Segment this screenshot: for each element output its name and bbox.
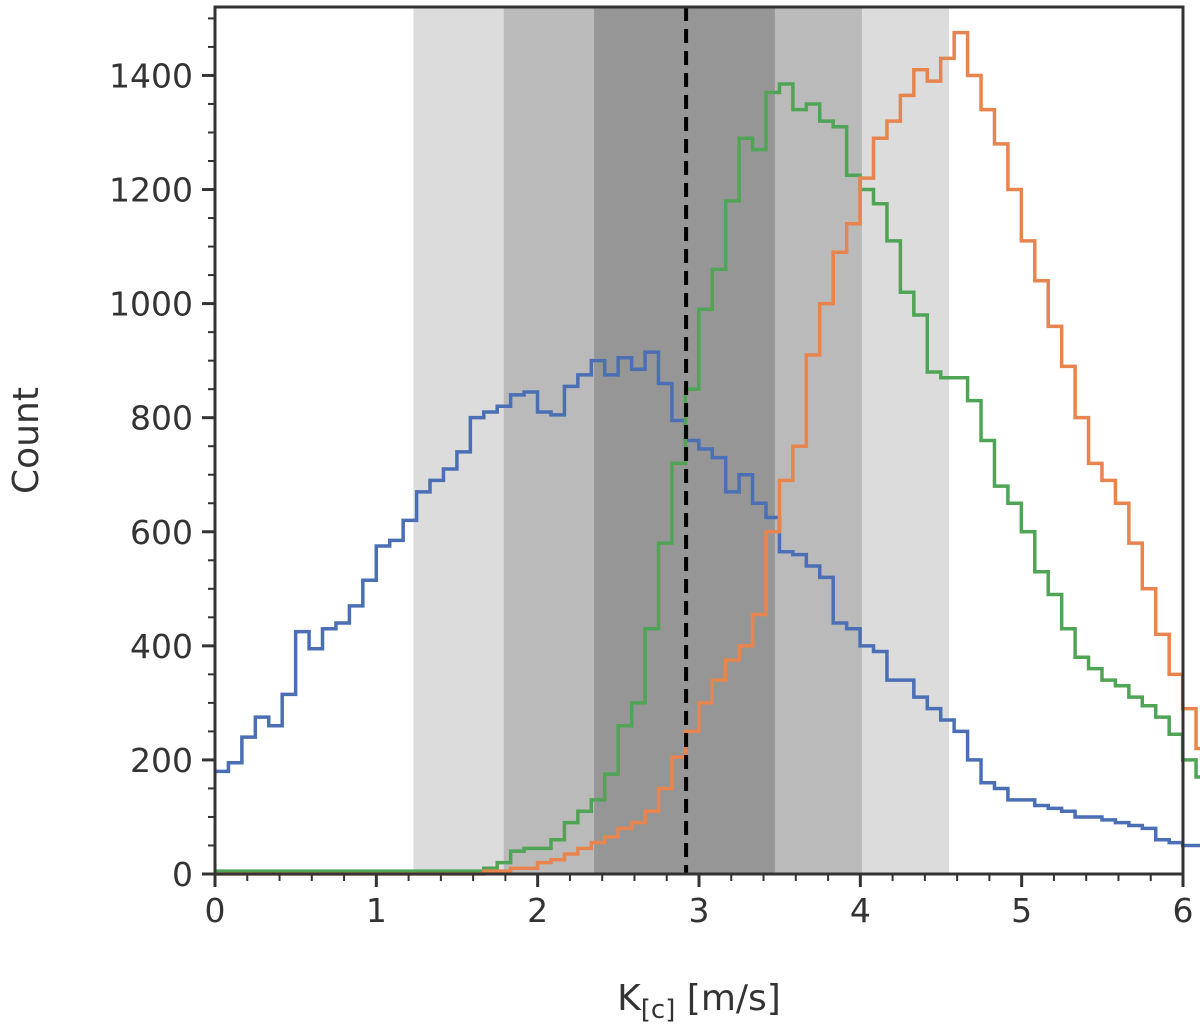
x-tick-label: 3 — [689, 891, 710, 930]
series-2-histogram — [215, 82, 1200, 873]
x-axis-label-base: K — [617, 978, 642, 1019]
y-tick-label: 1400 — [109, 56, 193, 95]
y-tick-label: 1200 — [109, 171, 193, 210]
x-tick-label: 6 — [1173, 891, 1194, 930]
y-axis-label: Count — [6, 387, 47, 494]
y-tick-label: 800 — [130, 399, 193, 438]
series-3-histogram — [215, 30, 1200, 876]
y-tick-label: 600 — [130, 513, 193, 552]
x-tick-label: 0 — [205, 891, 226, 930]
x-tick-label: 2 — [527, 891, 548, 930]
x-axis-label-subscript: [c] — [641, 995, 676, 1025]
axis-ticks — [202, 17, 1185, 887]
histogram-series — [215, 30, 1200, 876]
y-tick-label: 400 — [130, 627, 193, 666]
confidence-bands — [413, 7, 950, 874]
y-tick-label: 200 — [130, 741, 193, 780]
x-tick-label: 5 — [1011, 891, 1032, 930]
axis-tick-labels: 0 1 2 3 4 5 6 0 200 400 600 800 1000 1200 1400 — [109, 56, 1193, 930]
x-tick-label: 4 — [850, 891, 871, 930]
x-axis-label: K[c] [m/s] — [617, 978, 781, 1025]
x-tick-label: 1 — [366, 891, 387, 930]
series-1-histogram — [215, 350, 1200, 848]
x-axis-label-unit: [m/s] — [675, 978, 781, 1019]
y-tick-label: 0 — [172, 855, 193, 894]
y-tick-label: 1000 — [109, 285, 193, 324]
